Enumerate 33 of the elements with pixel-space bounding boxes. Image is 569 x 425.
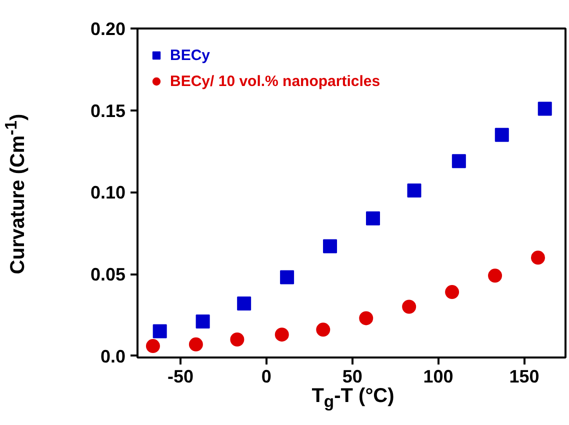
point xyxy=(196,314,210,328)
point xyxy=(323,239,338,254)
x-tick-label: -50 xyxy=(167,366,194,386)
x-tick-label: 100 xyxy=(423,366,454,386)
x-tick-label: 0 xyxy=(261,366,272,386)
point xyxy=(531,250,545,265)
y-tick-label: 0.20 xyxy=(90,19,126,39)
point xyxy=(359,311,374,326)
point xyxy=(402,300,416,314)
legend-label: BECy/ 10 vol.% nanoparticles xyxy=(170,72,380,90)
x-tick-label: 150 xyxy=(509,366,540,386)
point xyxy=(146,339,160,354)
y-tick-label: 0.15 xyxy=(90,100,126,121)
point xyxy=(237,296,252,310)
point xyxy=(407,184,422,198)
legend-label: BECy xyxy=(170,46,210,64)
point xyxy=(152,324,167,338)
y-tick-label: 0.10 xyxy=(90,182,126,203)
point xyxy=(188,337,203,352)
point xyxy=(488,268,502,283)
point xyxy=(445,285,460,300)
point xyxy=(274,328,289,342)
point xyxy=(366,211,380,226)
point xyxy=(452,154,466,168)
y-tick-label: 0.05 xyxy=(90,264,126,285)
point xyxy=(316,322,330,337)
point xyxy=(230,332,244,346)
x-axis-title: T$_{g}$-T (°C) xyxy=(312,385,394,413)
x-tick-label: 50 xyxy=(342,366,362,386)
y-tick-label: 0.0 xyxy=(100,346,126,366)
point xyxy=(494,128,509,142)
point xyxy=(280,270,294,284)
point xyxy=(538,102,552,116)
